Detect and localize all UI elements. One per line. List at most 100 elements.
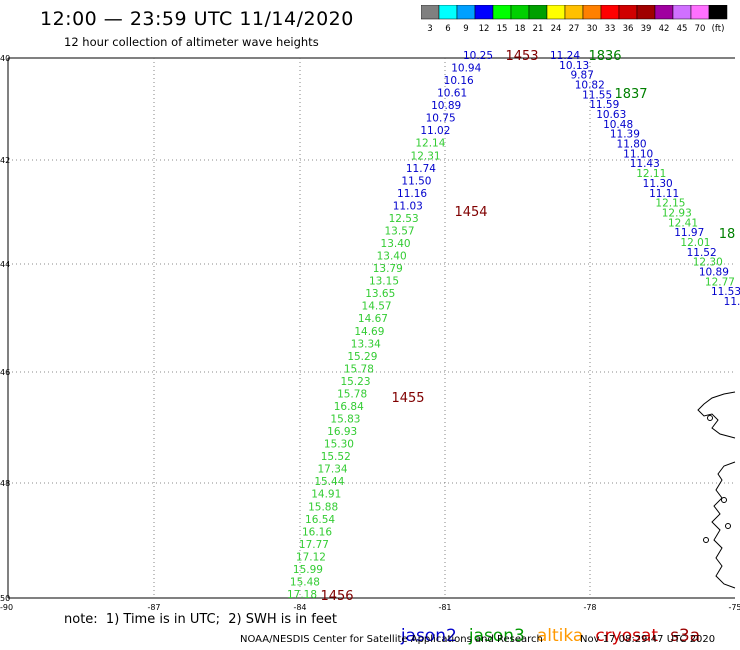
- wave-height-label: 12.31: [411, 150, 441, 162]
- wave-height-label: 12.15: [655, 198, 685, 210]
- wave-height-label: 11.: [724, 296, 740, 308]
- island: [703, 537, 709, 543]
- lat-tick: 46: [0, 368, 10, 377]
- legend-jason3: jason3: [468, 626, 525, 646]
- wave-height-label: 13.40: [377, 251, 407, 263]
- wave-height-label: 10.16: [444, 75, 474, 87]
- lat-tick: 40: [0, 54, 10, 63]
- wave-height-label: 15.99: [293, 564, 323, 576]
- wave-height-label: 16.84: [334, 401, 364, 413]
- island: [707, 415, 713, 421]
- wave-height-label: 10.61: [437, 88, 467, 100]
- footer-note: note: 1) Time is in UTC; 2) SWH is in fe…: [64, 612, 337, 627]
- wave-height-label: 12.14: [415, 138, 445, 150]
- time-label: 1455: [391, 391, 424, 406]
- wave-height-label: 10.94: [451, 63, 481, 75]
- legend-jason2: jason2: [400, 626, 457, 646]
- scale-swatch: [708, 5, 728, 20]
- wave-height-label: 15.52: [321, 451, 351, 463]
- wave-height-label: 13.79: [373, 263, 403, 275]
- scale-label: 6: [445, 24, 450, 34]
- lon-tick: -81: [438, 603, 451, 612]
- scale-label: 9: [463, 24, 468, 34]
- wave-height-label: 11.02: [420, 125, 450, 137]
- lon-tick: -78: [583, 603, 596, 612]
- lon-tick: -84: [293, 603, 306, 612]
- wave-height-label: 15.83: [330, 414, 360, 426]
- wave-height-label: 12.41: [668, 217, 698, 229]
- wave-height-label: 15.29: [347, 351, 377, 363]
- wave-height-label: 12.01: [680, 237, 710, 249]
- lon-tick: -87: [147, 603, 160, 612]
- wave-height-label: 16.54: [305, 514, 335, 526]
- scale-label: 42: [659, 24, 670, 34]
- lat-tick: 42: [0, 156, 10, 165]
- scale-label: 3: [427, 24, 432, 34]
- generated-timestamp: Nov 17 08:29:47 UTC 2020: [580, 634, 716, 645]
- scale-label: 36: [623, 24, 634, 34]
- wave-height-label: 12.93: [662, 207, 692, 219]
- wave-height-label: 13.57: [385, 225, 415, 237]
- scale-label: 33: [605, 24, 616, 34]
- wave-height-label: 14.67: [358, 313, 388, 325]
- wave-height-label: 15.88: [308, 501, 338, 513]
- legend-s3a: s3a: [670, 626, 701, 646]
- wave-height-label: 10.25: [463, 50, 493, 62]
- satellite-legend: jason2 jason3 altika cryosat s3a: [390, 606, 712, 646]
- lon-tick: -75: [728, 603, 740, 612]
- scale-label: 45: [677, 24, 688, 34]
- wave-height-label: 15.48: [290, 576, 320, 588]
- island: [725, 523, 731, 529]
- wave-height-label: 10.89: [699, 266, 729, 278]
- lat-tick: 44: [0, 260, 10, 269]
- wave-height-label: 17.12: [296, 551, 326, 563]
- wave-height-label: 14.57: [362, 301, 392, 313]
- wave-height-label: 15.78: [344, 363, 374, 375]
- wave-height-label: 10.75: [426, 113, 456, 125]
- map-subtitle: 12 hour collection of altimeter wave hei…: [64, 35, 319, 49]
- wave-height-label: 14.91: [311, 489, 341, 501]
- wave-height-label: 13.34: [351, 338, 381, 350]
- wave-height-label: 11.59: [589, 99, 619, 111]
- time-label: 18: [719, 227, 736, 242]
- wave-height-label: 16.93: [327, 426, 357, 438]
- color-scale: 3 6 9 12 15 18 21 24 27 30 33 36 39 42 45 70 (ft): [421, 5, 728, 34]
- lon-tick: -90: [0, 603, 13, 612]
- scale-label: 15: [497, 24, 508, 34]
- wave-height-label: 11.80: [617, 139, 647, 151]
- scale-label: 24: [551, 24, 562, 34]
- wave-height-label: 11.97: [674, 227, 704, 239]
- wave-height-label: 10.63: [596, 109, 626, 121]
- wave-height-label: 17.77: [299, 539, 329, 551]
- scale-label: 27: [569, 24, 580, 34]
- lat-tick: 50: [0, 594, 10, 603]
- wave-height-label: 11.24: [550, 50, 580, 62]
- coastline: [697, 391, 736, 589]
- wave-height-label: 11.39: [610, 129, 640, 141]
- scale-label: 12: [479, 24, 490, 34]
- scale-label: 39: [641, 24, 652, 34]
- wave-height-label: 11.11: [649, 188, 679, 200]
- wave-height-label: 15.44: [314, 476, 344, 488]
- scale-label: 30: [587, 24, 598, 34]
- legend-altika: altika: [536, 626, 584, 646]
- wave-height-label: 11.10: [623, 148, 653, 160]
- legend-cryosat: cryosat: [595, 626, 659, 646]
- scale-label: 21: [533, 24, 544, 34]
- time-label: 1836: [588, 49, 621, 64]
- wave-height-label: 13.65: [365, 288, 395, 300]
- wave-height-label: 12.53: [389, 213, 419, 225]
- wave-height-label: 11.43: [630, 158, 660, 170]
- wave-height-label: 12.77: [705, 276, 735, 288]
- time-label: 1454: [454, 205, 487, 220]
- wave-height-label: 16.16: [302, 526, 332, 538]
- scale-label: (ft): [712, 24, 725, 34]
- credit-text: NOAA/NESDIS Center for Satellite Applica…: [240, 634, 543, 645]
- scale-label: 70: [695, 24, 706, 34]
- wave-height-label: 17.18: [287, 589, 317, 601]
- wave-height-label: 14.69: [354, 326, 384, 338]
- wave-height-label: 11.55: [582, 89, 612, 101]
- time-label: 1837: [614, 87, 647, 102]
- wave-height-label: 9.87: [571, 70, 594, 82]
